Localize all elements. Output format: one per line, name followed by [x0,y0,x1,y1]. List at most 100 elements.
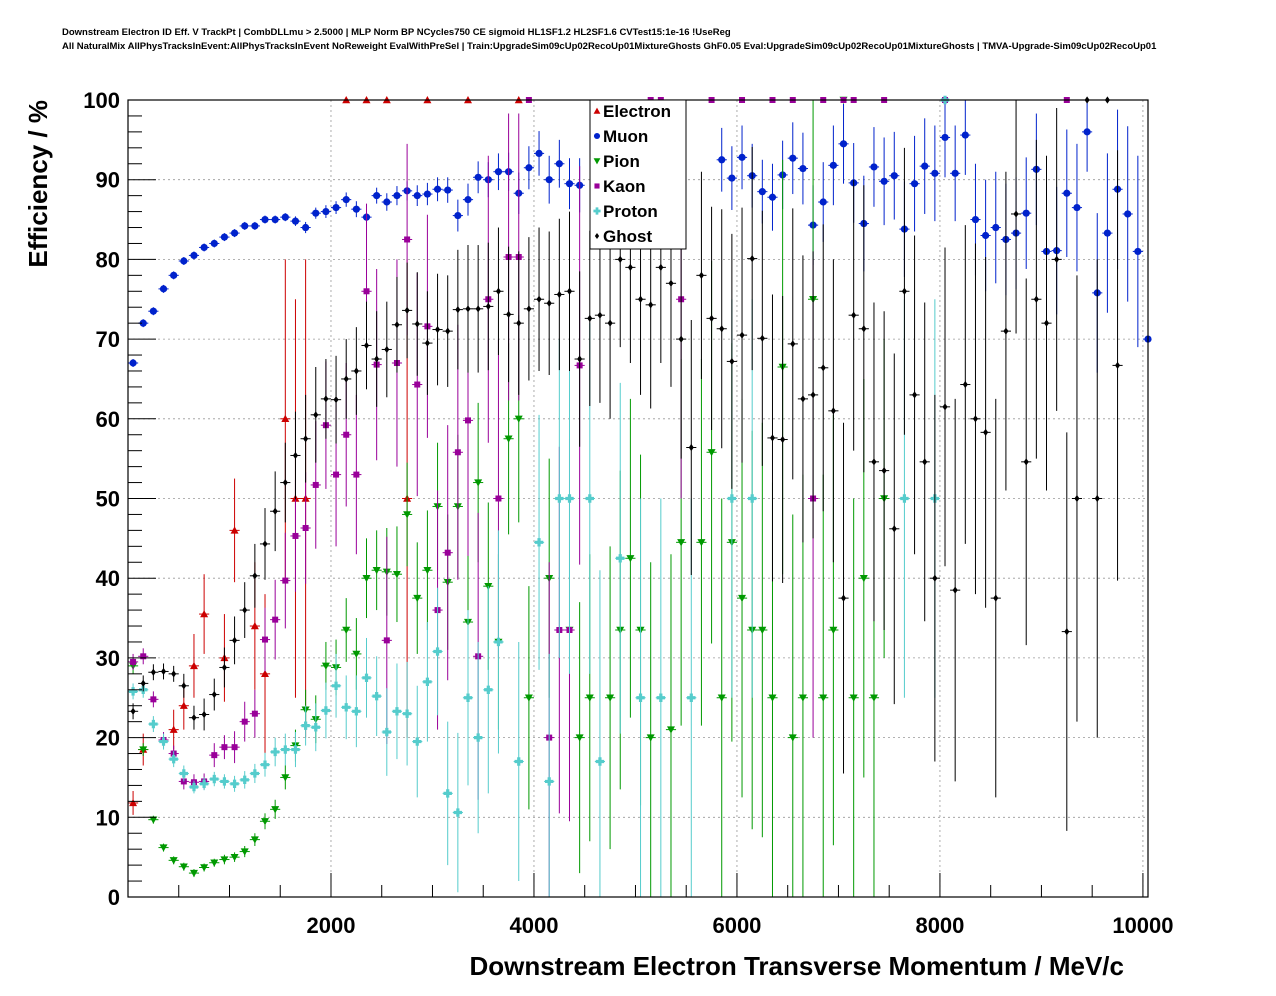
muon-point [412,185,423,207]
ghost-marker [221,663,227,672]
ghost-marker [638,295,644,303]
ghost-marker [262,540,268,548]
pion-marker [524,694,533,702]
ghost-marker [739,331,745,339]
y-tick-label: 70 [96,327,120,352]
muon-marker [383,198,391,206]
proton-marker [636,693,645,702]
ghost-marker [313,411,319,419]
pion-marker [321,662,330,670]
ghost-point [828,259,839,563]
legend-label: Muon [603,127,648,146]
ghost-point [259,508,271,580]
proton-marker [392,707,402,716]
ghost-point [452,249,463,370]
proton-marker [453,808,463,817]
ghost-point [970,243,981,595]
proton-marker [149,719,158,729]
muon-marker [352,205,360,213]
electron-point [128,790,139,815]
pion-point [402,462,413,567]
electron-point [168,709,179,750]
proton-marker [331,681,341,690]
ghost-point [797,255,808,543]
pion-marker [189,869,198,878]
proton-marker [656,693,666,702]
ghost-marker [516,319,522,327]
ghost-point [564,211,575,371]
muon-point [950,125,961,222]
proton-marker [230,779,239,789]
ghost-point [1010,100,1022,334]
ghost-marker [363,341,370,350]
ghost-point [879,311,890,631]
ghost-point [777,296,788,583]
muon-point [828,125,839,206]
proton-marker [260,760,270,769]
pion-point [665,554,677,897]
ghost-point [716,209,727,449]
pion-point [696,359,707,726]
proton-marker [534,538,544,547]
ghost-marker [323,395,329,403]
legend-label: Kaon [603,177,646,196]
ghost-point [270,471,281,552]
ghost-point [290,411,301,500]
muon-point [219,233,230,242]
y-tick-label: 50 [96,487,120,512]
ghost-point [320,359,331,439]
pion-marker [403,511,412,519]
ghost-point [239,582,250,638]
proton-marker [747,494,757,503]
y-axis-title: Efficiency / % [23,100,53,268]
ghost-marker [353,367,359,375]
ghost-point [1061,432,1072,831]
muon-marker [829,161,837,169]
ghost-marker [769,434,775,442]
ghost-point [980,257,991,608]
muon-point [838,103,849,184]
muon-marker [565,180,574,188]
muon-marker [931,169,939,177]
x-tick-label: 6000 [712,913,761,938]
muon-point [391,186,403,206]
pion-marker [829,626,838,635]
proton-point [330,653,342,718]
proton-marker [210,774,219,784]
ghost-point [158,663,169,680]
muon-point [767,163,778,231]
pion-marker [169,857,178,865]
muon-marker [302,223,310,232]
ghost-point [412,272,423,376]
kaon-marker [343,431,350,438]
proton-point [341,675,352,740]
muon-marker [525,164,533,172]
pion-marker [159,844,168,852]
muon-point [199,243,210,252]
ghost-marker [678,335,684,343]
proton-marker [342,703,351,712]
ghost-point [808,251,819,539]
muon-marker [1124,210,1132,218]
muon-point [909,135,920,232]
ghost-point [584,230,595,407]
pion-marker [281,774,290,782]
muon-point [188,251,200,260]
muon-marker [190,251,198,260]
muon-point [310,207,321,219]
proton-point [452,732,463,893]
pion-point [625,398,636,718]
pion-point [168,856,179,865]
ghost-marker [983,428,989,436]
muon-point [351,201,362,218]
muon-point [493,153,504,191]
ghost-marker [830,407,836,415]
proton-point [412,685,423,798]
proton-marker [372,691,381,701]
ghost-marker [272,507,278,515]
kaon-marker [312,481,319,488]
proton-marker [514,757,523,766]
ghost-point [676,219,687,459]
muon-point [1102,153,1113,313]
pion-marker [677,539,686,547]
